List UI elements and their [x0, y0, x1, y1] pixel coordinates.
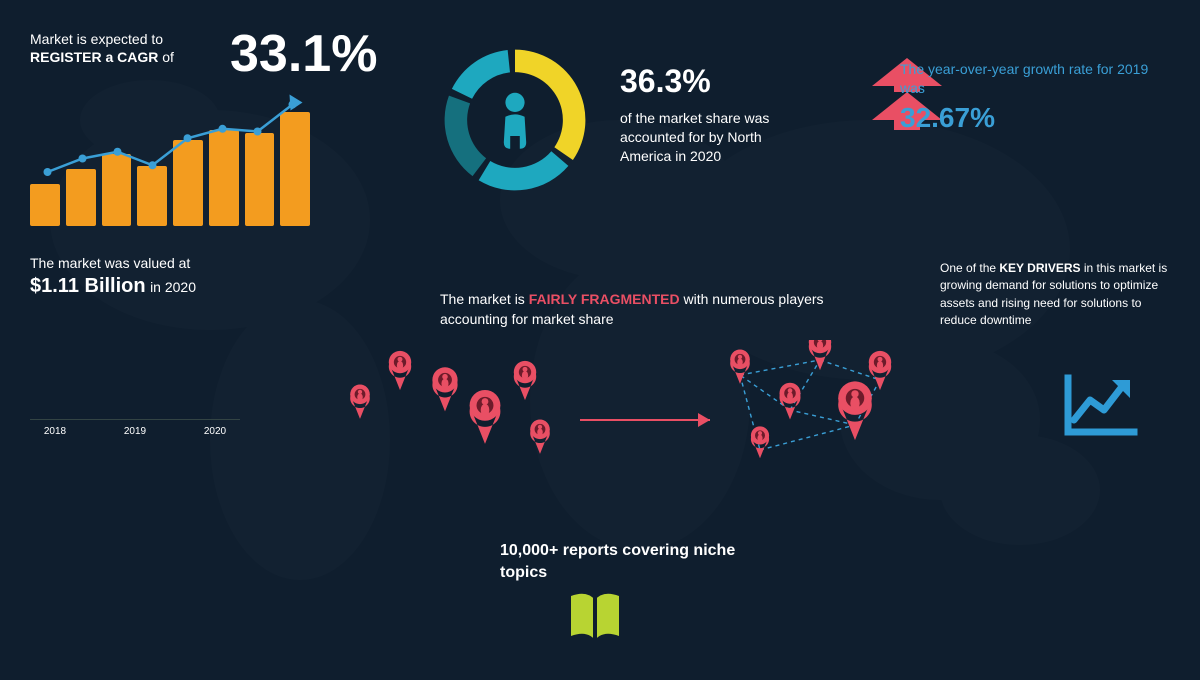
- fragmented-block: The market is FAIRLY FRAGMENTED with num…: [440, 290, 860, 329]
- market-share-label: of the market share was accounted for by…: [620, 110, 769, 164]
- reports-text: 10,000+ reports covering niche topics: [500, 540, 760, 583]
- valuation-label: The market was valued at: [30, 255, 290, 271]
- yoy-value: 32.67%: [900, 102, 1160, 134]
- market-share-text: 36.3% of the market share was accounted …: [620, 60, 800, 166]
- cagr-chart: [30, 106, 310, 226]
- fragmented-graphic: [310, 340, 930, 510]
- market-share-value: 36.3%: [620, 60, 800, 103]
- cagr-block: Market is expected to REGISTER a CAGR of…: [30, 30, 390, 226]
- cagr-value: 33.1%: [230, 24, 377, 84]
- fragmented-highlight: FAIRLY FRAGMENTED: [529, 291, 680, 307]
- market-share-donut: [435, 40, 595, 200]
- valuation-block: The market was valued at $1.11 Billion i…: [30, 255, 290, 298]
- valuation-value: $1.11 Billion: [30, 275, 146, 297]
- reports-block: 10,000+ reports covering niche topics: [500, 540, 760, 583]
- key-drivers-text: One of the KEY DRIVERS in this market is…: [940, 260, 1170, 330]
- growth-chart-icon: [1060, 370, 1140, 445]
- yoy-label: The year-over-year growth rate for 2019 …: [900, 60, 1160, 98]
- yoy-block: The year-over-year growth rate for 2019 …: [900, 60, 1160, 134]
- book-icon: [565, 590, 625, 650]
- valuation-year: in 2020: [150, 279, 196, 295]
- valuation-chart: 201820192020: [30, 310, 240, 450]
